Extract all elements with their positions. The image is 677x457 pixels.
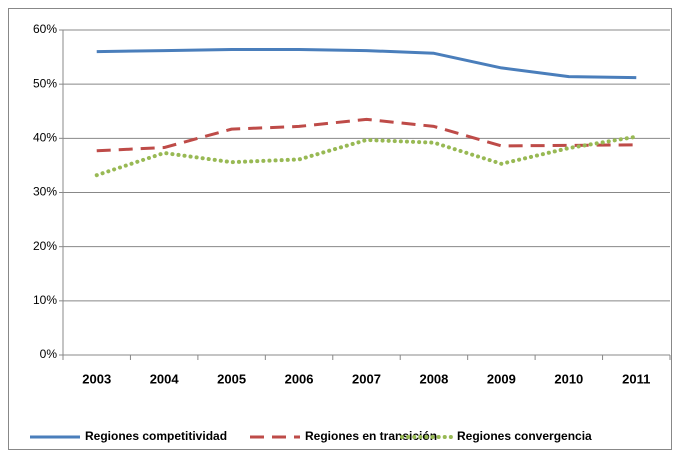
x-tick-label: 2010 <box>554 371 583 386</box>
legend-label: Regiones competitividad <box>85 429 227 443</box>
y-tick-label: 20% <box>33 239 57 253</box>
y-tick-label: 40% <box>33 131 57 145</box>
x-tick-label: 2007 <box>352 371 381 386</box>
x-tick-label: 2008 <box>419 371 448 386</box>
x-tick-label: 2009 <box>487 371 516 386</box>
x-tick-label: 2003 <box>82 371 111 386</box>
legend-label: Regiones en transición <box>305 429 437 443</box>
x-tick-label: 2004 <box>150 371 180 386</box>
series-line <box>96 117 637 153</box>
legend-label: Regiones convergencia <box>457 429 592 443</box>
y-tick-label: 10% <box>33 293 57 307</box>
y-tick-label: 30% <box>33 185 57 199</box>
y-tick-label: 60% <box>33 22 57 36</box>
series-line <box>96 48 637 80</box>
y-tick-label: 0% <box>40 347 58 361</box>
chart-border <box>8 8 672 450</box>
x-tick-label: 2006 <box>285 371 314 386</box>
x-tick-label: 2011 <box>622 371 650 386</box>
y-tick-label: 50% <box>33 76 57 90</box>
x-tick-label: 2005 <box>217 371 246 386</box>
